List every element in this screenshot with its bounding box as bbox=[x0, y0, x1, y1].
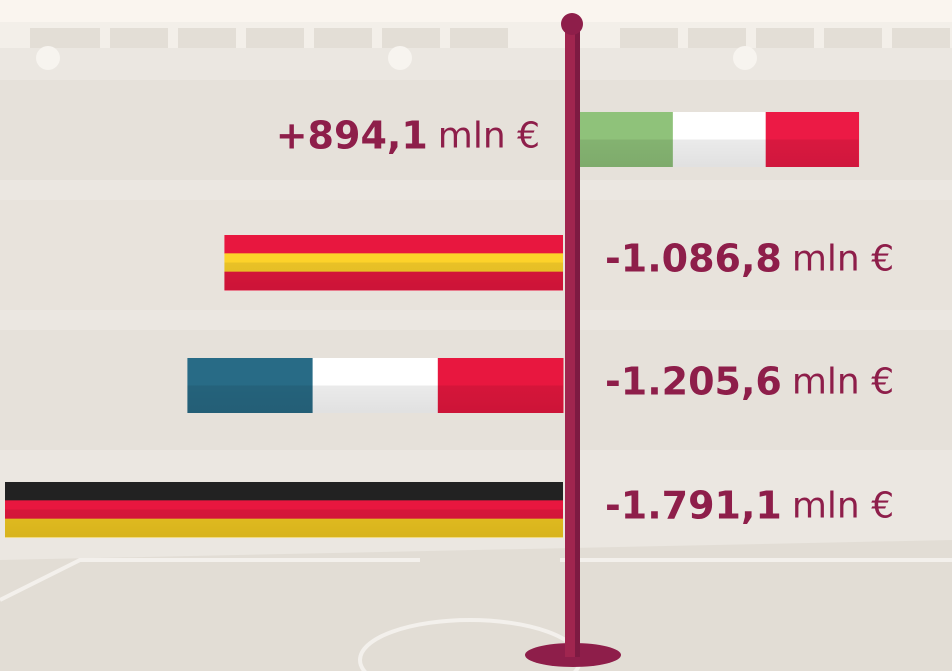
value-number: -1.205,6 bbox=[605, 359, 782, 403]
bar-shading bbox=[224, 235, 563, 290]
value-number: +894,1 bbox=[276, 113, 428, 157]
value-unit: mln € bbox=[792, 486, 894, 527]
value-unit: mln € bbox=[792, 362, 894, 403]
flag-bar bbox=[187, 358, 563, 413]
flag-bar bbox=[580, 112, 859, 167]
chart: +894,1mln €-1.086,8mln €-1.205,6mln €-1.… bbox=[0, 0, 952, 671]
flag-bar bbox=[5, 482, 563, 538]
flag-bar bbox=[224, 235, 563, 291]
value-number: -1.791,1 bbox=[605, 483, 782, 527]
value-number: -1.086,8 bbox=[605, 236, 782, 280]
bar-shading bbox=[187, 358, 563, 413]
stadium-background bbox=[0, 0, 952, 671]
value-unit: mln € bbox=[792, 239, 894, 280]
bar-shading bbox=[5, 482, 563, 537]
value-unit: mln € bbox=[438, 116, 540, 157]
bar-shading bbox=[580, 112, 859, 167]
